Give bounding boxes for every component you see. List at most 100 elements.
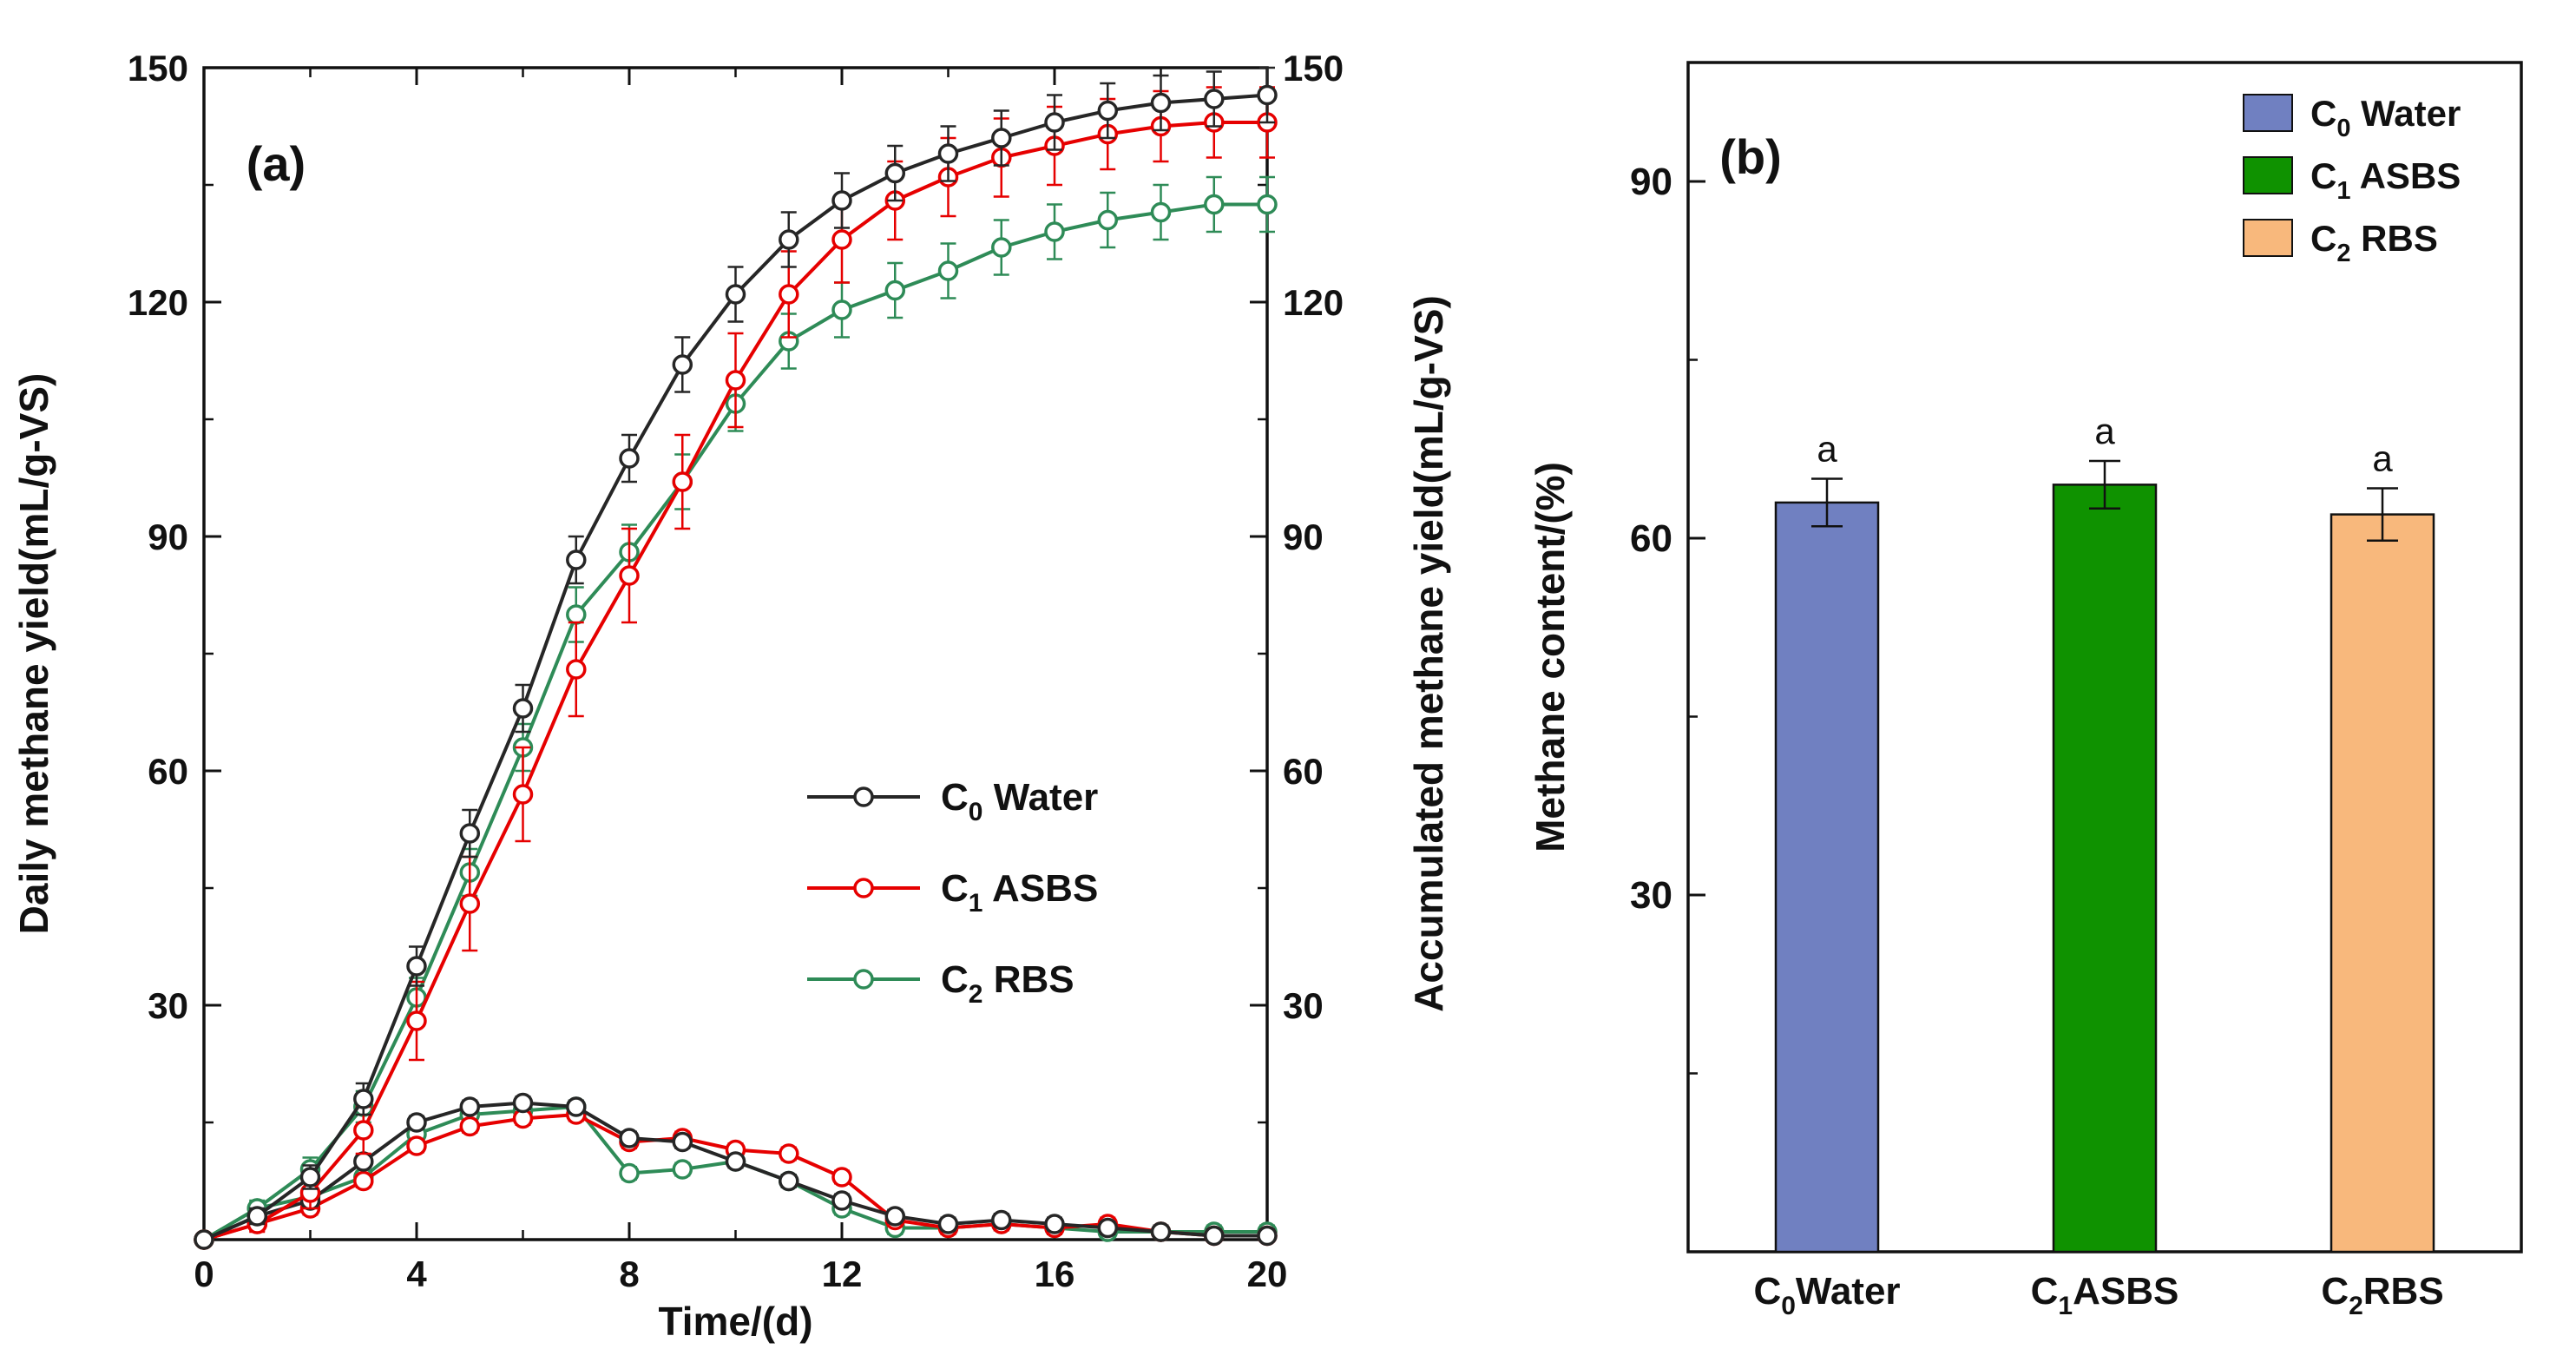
data-marker — [831, 1167, 852, 1188]
panel-a-methane-yield-line-chart: 0 4 8 12 16 20 30 30 60 60 90 90 120 120 150 150 Time/(d… — [11, 48, 1451, 1344]
y-tick-label-left: 60 — [148, 751, 188, 792]
data-marker — [779, 284, 799, 305]
data-marker — [884, 280, 906, 301]
data-marker — [672, 471, 693, 492]
legend-label: C1 ASBS — [2310, 155, 2461, 205]
x-axis-label: Time/(d) — [658, 1299, 812, 1344]
bar — [2052, 484, 2158, 1254]
data-marker — [1257, 1225, 1278, 1247]
data-marker — [779, 1143, 799, 1164]
legend-label: C1 ASBS — [941, 867, 1098, 918]
panel-label-b: (b) — [1719, 129, 1782, 184]
data-marker — [512, 698, 534, 719]
significance-letter: a — [1817, 429, 1837, 470]
data-marker — [1097, 100, 1119, 122]
data-marker — [779, 229, 799, 250]
legend-label: C2 RBS — [2310, 218, 2438, 267]
data-marker — [1204, 194, 1225, 215]
bar — [2330, 513, 2435, 1254]
legend-swatch — [2243, 94, 2293, 132]
data-marker — [353, 1170, 374, 1192]
x-tick-label: 4 — [406, 1254, 427, 1294]
data-marker — [831, 299, 852, 320]
data-marker — [725, 370, 746, 391]
data-marker — [1097, 209, 1119, 231]
data-marker — [725, 284, 746, 305]
data-marker — [884, 162, 906, 184]
data-marker — [672, 1131, 693, 1153]
legend-marker — [853, 786, 874, 807]
y-axis-label-right: Accumulated methane yield(mL/g-VS) — [1406, 295, 1451, 1012]
y-tick-label-right: 30 — [1283, 985, 1324, 1026]
y-axis-label: Methane content/(%) — [1528, 462, 1573, 852]
data-marker — [566, 1096, 587, 1117]
significance-letter: a — [2372, 438, 2393, 478]
data-marker — [619, 448, 640, 469]
y-tick-label-right: 150 — [1283, 48, 1344, 89]
x-tick-label: 20 — [1247, 1254, 1288, 1294]
y-tick-label-right: 120 — [1283, 282, 1344, 323]
data-marker — [672, 354, 693, 375]
data-marker — [459, 1096, 481, 1117]
data-marker — [619, 1128, 640, 1148]
legend-label: C0 Water — [941, 776, 1098, 826]
data-marker — [1044, 1214, 1065, 1234]
data-marker — [512, 784, 534, 805]
data-marker — [194, 1229, 214, 1250]
data-marker — [459, 823, 481, 844]
bar-chart-canvas: 30 60 90 Methane content/(%) (b) a C0Water a C1A… — [1528, 61, 2523, 1320]
legend-swatch — [2243, 219, 2293, 257]
y-tick-label-left: 150 — [128, 48, 188, 89]
data-marker — [831, 229, 852, 250]
data-marker — [937, 260, 959, 281]
y-tick-label: 60 — [1630, 517, 1672, 560]
legend-label: C2 RBS — [941, 958, 1074, 1009]
data-marker — [1044, 221, 1065, 242]
data-marker — [619, 565, 640, 586]
legend-label: C0 Water — [2310, 93, 2461, 142]
bar — [1774, 501, 1880, 1254]
line-chart-canvas: 0 4 8 12 16 20 30 30 60 60 90 90 120 120 150 150 Time/(d… — [11, 48, 1451, 1344]
data-marker — [406, 1135, 427, 1156]
data-marker — [937, 143, 959, 164]
x-category-label: C1ASBS — [2031, 1270, 2179, 1320]
panel-label-a: (a) — [246, 136, 306, 191]
data-marker — [991, 128, 1012, 148]
y-tick-label: 30 — [1630, 874, 1672, 917]
y-tick-label-left: 120 — [128, 282, 188, 323]
data-marker — [353, 1089, 374, 1109]
data-marker — [831, 190, 852, 211]
data-marker — [831, 1190, 852, 1211]
x-tick-label: 12 — [822, 1254, 863, 1294]
data-marker — [884, 1206, 906, 1227]
data-marker — [991, 1209, 1012, 1231]
data-marker — [406, 1010, 427, 1031]
y-axis-label-left: Daily methane yield(mL/g-VS) — [11, 373, 56, 935]
legend-marker — [853, 878, 874, 898]
data-marker — [406, 956, 427, 977]
y-tick-label-right: 60 — [1283, 751, 1324, 792]
data-marker — [991, 237, 1012, 258]
x-category-label: C2RBS — [2321, 1270, 2443, 1320]
data-marker — [299, 1167, 321, 1188]
data-marker — [512, 1092, 534, 1114]
data-marker — [246, 1206, 268, 1227]
data-marker — [566, 604, 587, 625]
data-marker — [566, 659, 587, 680]
data-marker — [1257, 84, 1278, 106]
legend-swatch — [2243, 156, 2293, 194]
data-marker — [937, 1214, 959, 1234]
data-marker — [1097, 1217, 1119, 1239]
data-marker — [1044, 112, 1065, 133]
x-tick-label: 0 — [194, 1254, 214, 1294]
panel-b-methane-content-bar-chart: 30 60 90 Methane content/(%) (b) a C0Water a C1A… — [1510, 0, 2576, 1349]
data-marker — [1204, 1225, 1225, 1247]
data-marker — [459, 893, 481, 914]
significance-letter: a — [2094, 411, 2115, 451]
data-marker — [672, 1159, 693, 1180]
data-marker — [725, 1151, 746, 1172]
x-category-label: C0Water — [1753, 1270, 1900, 1320]
y-tick-label-right: 90 — [1283, 517, 1324, 557]
data-marker — [1204, 89, 1225, 109]
data-marker — [459, 1115, 481, 1137]
